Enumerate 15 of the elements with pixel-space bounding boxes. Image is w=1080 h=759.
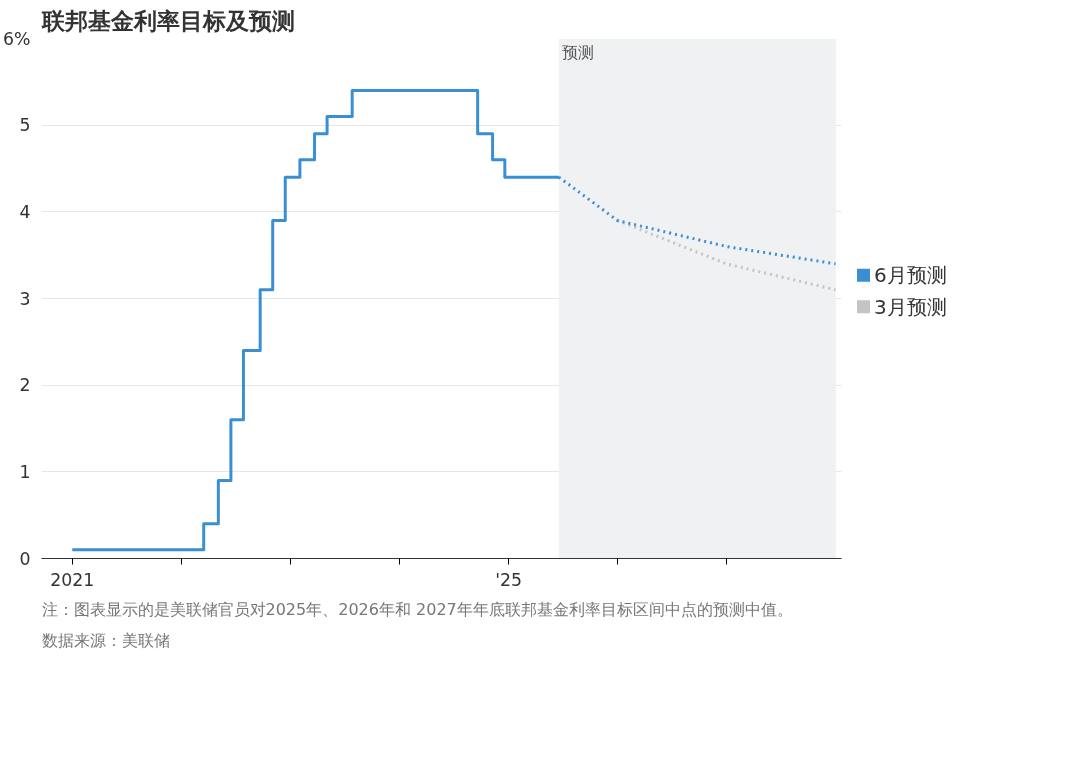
y-tick-label: 3: [19, 288, 31, 309]
y-tick-label: 1: [19, 461, 31, 482]
chart-title: 联邦基金利率目标及预测: [40, 7, 295, 34]
y-tick-label: 5: [19, 115, 31, 136]
y-tick-label: 2: [19, 375, 31, 396]
legend-label: 3月预测: [874, 294, 947, 319]
y-tick-label: 6%: [3, 28, 31, 49]
legend-label: 6月预测: [874, 263, 947, 288]
y-tick-label: 0: [19, 548, 31, 569]
source-note: 数据来源：美联储: [41, 630, 170, 650]
band-label: 预测: [561, 42, 594, 62]
x-tick-label: 2021: [50, 569, 95, 590]
text: 注：图表显示的是美联储官员对2025年、2026年和 2027年年底联邦基金利率目标区间中点的预测中值。: [41, 599, 793, 619]
x-tick-label: '25: [495, 569, 523, 590]
y-tick-label: 4: [19, 201, 31, 222]
